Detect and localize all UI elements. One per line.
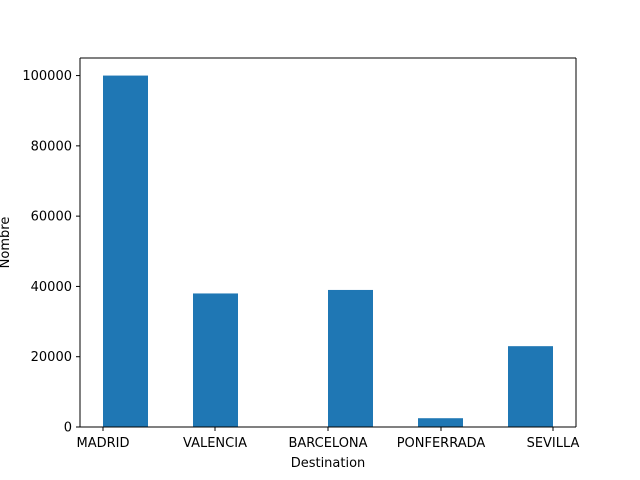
bar-valencia [193,293,238,427]
y-tick-label: 40000 [31,280,72,295]
y-tick-label: 0 [64,421,72,436]
bar-sevilla [508,346,553,427]
x-tick-label: PONFERRADA [397,436,486,451]
y-axis-label: Nombre [0,217,13,269]
bars-layer [103,75,553,428]
y-tick-label: 20000 [31,350,72,365]
bar-madrid [103,75,148,428]
y-tick-label: 100000 [22,69,72,84]
y-tick-label: 80000 [31,139,72,154]
axes-layer: 0 20000 40000 60000 80000 100000 MADRID VALENCI… [22,57,580,451]
bar-barcelona [328,289,373,427]
x-tick-label: VALENCIA [183,436,247,451]
x-tick-label: SEVILLA [527,436,580,451]
x-tick-label: MADRID [77,436,130,451]
x-tick-label: BARCELONA [288,436,367,451]
y-tick-label: 60000 [31,210,72,225]
bar-ponferrada [418,418,463,427]
x-axis-label: Destination [291,456,366,471]
